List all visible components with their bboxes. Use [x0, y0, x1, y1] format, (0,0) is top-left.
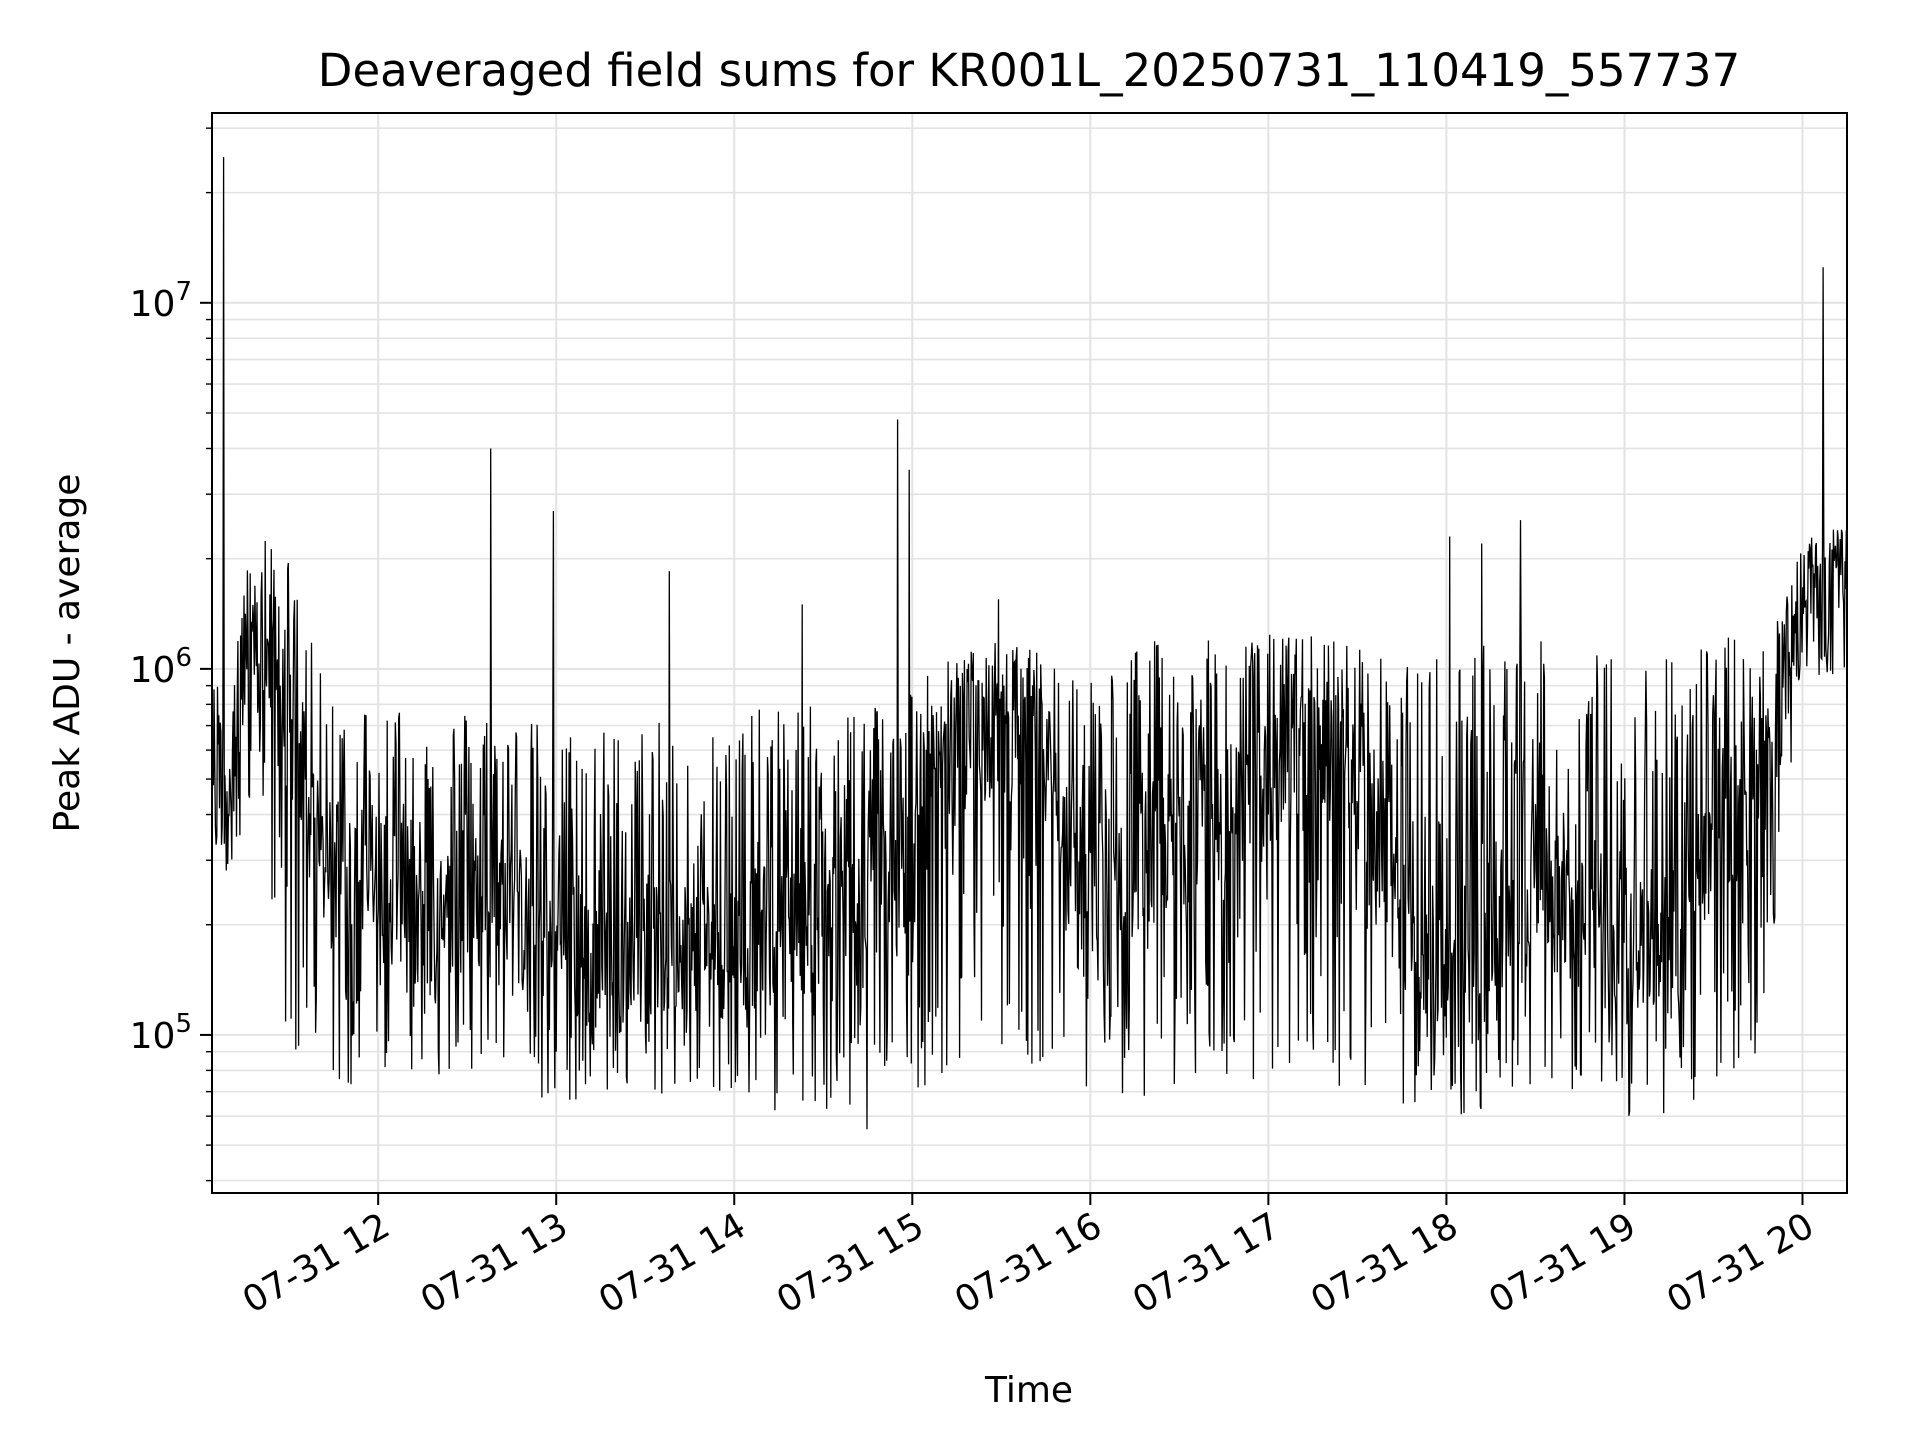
series-line: [211, 157, 1848, 1130]
plot-frame: [211, 112, 1848, 1194]
y-tick-label: 107: [130, 277, 192, 325]
x-axis-label: Time: [984, 1370, 1073, 1411]
chart-title: Deaveraged field sums for KR001L_2025073…: [318, 44, 1740, 97]
data-line: [211, 157, 1848, 1130]
y-axis-label: Peak ADU - average: [47, 474, 88, 833]
